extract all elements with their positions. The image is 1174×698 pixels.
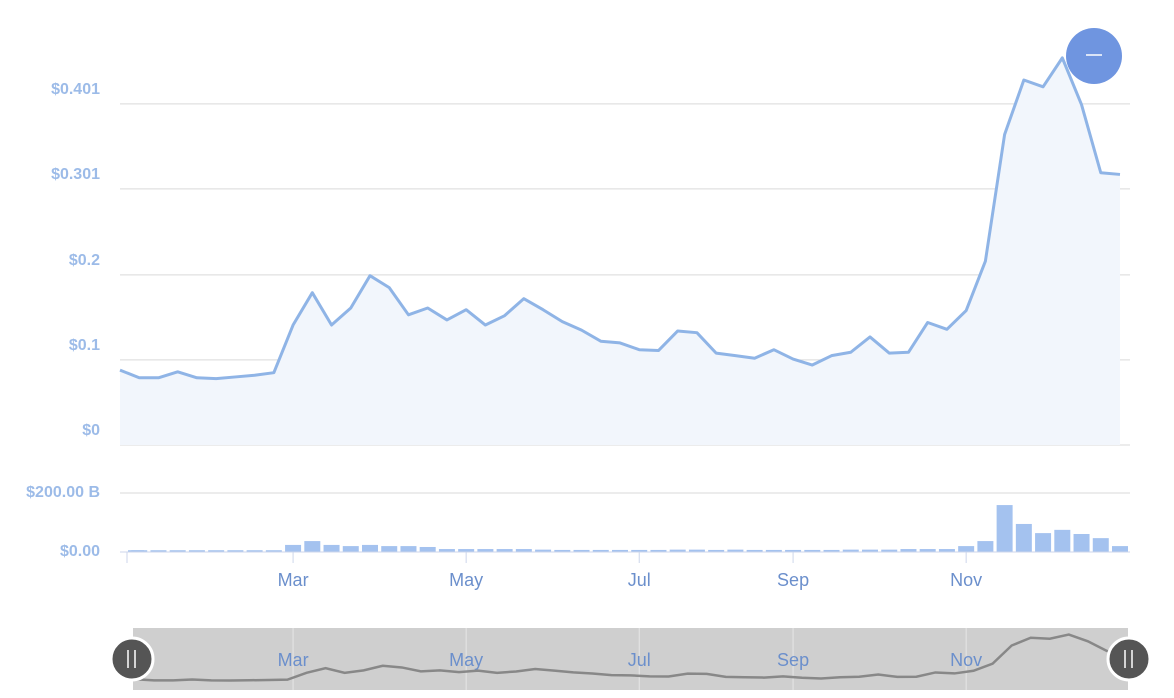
y-tick-label: $200.00 B (26, 484, 100, 501)
y-tick-label: $0.401 (51, 81, 100, 98)
volume-bar (746, 549, 763, 552)
x-tick-label: Nov (950, 570, 982, 590)
volume-bar (1092, 538, 1109, 552)
navigator-label: Mar (278, 650, 309, 670)
volume-bar (131, 550, 148, 552)
y-tick-label: $0.2 (69, 252, 100, 269)
x-tick-label: Sep (777, 570, 809, 590)
volume-bar (381, 546, 398, 552)
volume-bar (823, 549, 840, 552)
y-tick-label: $0.301 (51, 166, 100, 183)
volume-bar (208, 550, 225, 552)
volume-bar (765, 549, 782, 552)
volume-bar (1054, 529, 1071, 552)
volume-bar (227, 550, 244, 552)
volume-bar (958, 546, 975, 552)
volume-bar (342, 546, 359, 552)
volume-bar (496, 549, 513, 552)
volume-bar (592, 549, 609, 552)
volume-bar (515, 549, 532, 552)
volume-bar (477, 549, 494, 552)
volume-bar (458, 549, 475, 552)
volume-bar (669, 549, 686, 552)
volume-bar (650, 549, 667, 552)
volume-bar (977, 541, 994, 552)
volume-bar (842, 549, 859, 552)
navigator-label: Sep (777, 650, 809, 670)
volume-bar (1112, 546, 1128, 552)
volume-bar (554, 549, 571, 552)
volume-bar (265, 550, 282, 552)
volume-bar (246, 550, 263, 552)
volume-bar (323, 544, 340, 552)
volume-bar (1073, 533, 1090, 552)
volume-bar (362, 544, 378, 552)
volume-bar (150, 550, 167, 552)
navigator-label: May (449, 650, 483, 670)
volume-bar (900, 549, 917, 552)
volume-bar (304, 541, 321, 552)
volume-bar (285, 544, 302, 552)
navigator-window (133, 628, 1128, 690)
price-area (120, 57, 1120, 445)
y-tick-label: $0 (82, 422, 100, 439)
navigator-label: Jul (628, 650, 651, 670)
volume-bar (1015, 523, 1032, 552)
volume-bar (727, 549, 744, 552)
volume-bar (1035, 533, 1052, 552)
volume-bar (996, 505, 1013, 552)
volume-bar (438, 549, 455, 552)
volume-bar (688, 549, 705, 552)
volume-bar (419, 546, 436, 552)
x-tick-label: Mar (278, 570, 309, 590)
x-tick-label: May (449, 570, 483, 590)
navigator-label: Nov (950, 650, 982, 670)
volume-bar (612, 549, 628, 552)
x-tick-label: Jul (628, 570, 651, 590)
navigator-line (134, 633, 1127, 682)
volume-bar (938, 549, 955, 552)
volume-bar (400, 546, 417, 552)
price-line (119, 56, 1121, 381)
volume-bar (631, 549, 648, 552)
volume-bar (708, 549, 725, 552)
volume-bar (169, 550, 186, 552)
navigator-handle-right[interactable] (1106, 636, 1152, 682)
y-tick-label: $0.1 (69, 337, 100, 354)
y-tick-label: $0.00 (60, 543, 100, 560)
navigator-handle-left[interactable] (109, 636, 155, 682)
volume-bar (188, 550, 205, 552)
volume-bar (919, 549, 936, 552)
volume-bar (535, 549, 552, 552)
volume-bar (881, 549, 898, 552)
volume-bar (804, 549, 821, 552)
volume-bar (785, 549, 802, 552)
zoom-out-button[interactable] (1066, 28, 1122, 84)
volume-bar (573, 549, 590, 552)
volume-bar (862, 549, 878, 552)
